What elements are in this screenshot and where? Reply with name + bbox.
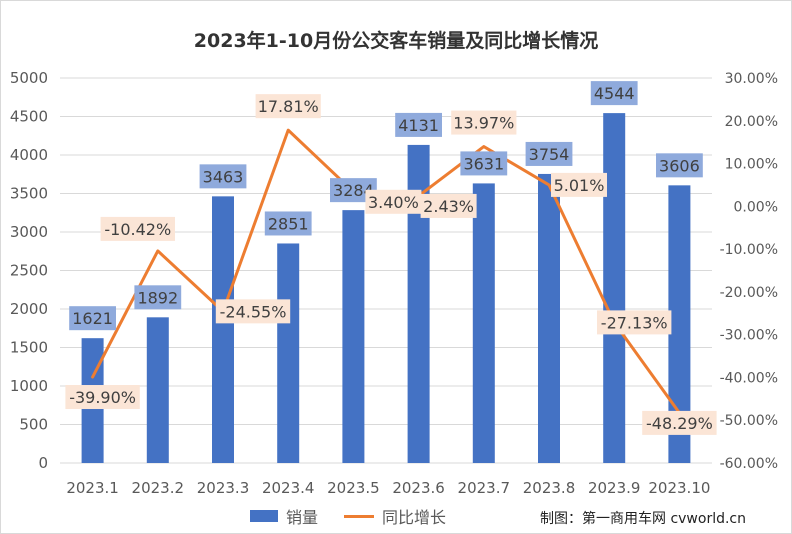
line-value-label: 17.81% bbox=[258, 97, 319, 116]
x-tick-label: 2023.9 bbox=[588, 479, 641, 497]
y-right-tick-label: -20.00% bbox=[720, 285, 778, 301]
bar-value-label: 2851 bbox=[268, 214, 309, 233]
bar bbox=[538, 173, 560, 463]
line-value-label: -39.90% bbox=[69, 388, 136, 407]
y-left-tick-label: 0 bbox=[38, 454, 48, 472]
bar bbox=[342, 210, 365, 463]
line-value-label-bg bbox=[255, 94, 321, 119]
x-tick-label: 2023.8 bbox=[523, 479, 576, 497]
bar bbox=[603, 113, 626, 463]
legend-item-bar: 销量 bbox=[250, 504, 318, 528]
bar-value-label: 3284 bbox=[333, 181, 374, 200]
y-right-tick-label: 10.00% bbox=[725, 157, 778, 173]
line-value-label: 2.43% bbox=[423, 197, 474, 216]
x-tick-label: 2023.4 bbox=[262, 479, 315, 497]
y-right-tick-label: -60.00% bbox=[720, 456, 778, 472]
y-right-tick-label: 0.00% bbox=[734, 199, 778, 215]
y-right-tick-label: -40.00% bbox=[720, 370, 778, 386]
bar bbox=[212, 196, 234, 463]
y-right-tick-label: -50.00% bbox=[720, 413, 778, 429]
y-left-tick-label: 1500 bbox=[10, 339, 48, 357]
y-right-tick-label: -30.00% bbox=[720, 328, 778, 344]
y-left-tick-label: 3500 bbox=[10, 185, 48, 203]
x-tick-label: 2023.2 bbox=[132, 479, 185, 497]
legend-line-swatch bbox=[344, 514, 375, 518]
bar-value-label-bg bbox=[69, 306, 116, 331]
bar-value-label: 4131 bbox=[398, 116, 439, 135]
line-value-label-bg bbox=[365, 189, 422, 214]
line-value-label: 3.40% bbox=[368, 193, 419, 212]
bar bbox=[407, 144, 430, 463]
x-tick-label: 2023.5 bbox=[327, 479, 380, 497]
y-left-tick-label: 500 bbox=[19, 416, 48, 434]
line-value-label: -24.55% bbox=[220, 302, 287, 321]
line-value-label-bg bbox=[642, 410, 717, 435]
y-right-tick-label: 30.00% bbox=[725, 71, 778, 87]
x-tick-label: 2023.6 bbox=[392, 479, 445, 497]
line-value-label: 5.01% bbox=[554, 176, 605, 195]
y-left-tick-label: 4500 bbox=[10, 108, 48, 126]
y-right-tick-label: -10.00% bbox=[720, 242, 778, 258]
line-value-label: -48.29% bbox=[646, 414, 713, 433]
line-value-label-bg bbox=[551, 172, 607, 197]
bar-value-label-bg bbox=[395, 112, 442, 137]
y-right-tick-label: 20.00% bbox=[725, 114, 778, 130]
legend-bar-label: 销量 bbox=[286, 508, 319, 527]
x-tick-label: 2023.1 bbox=[66, 479, 119, 497]
y-left-tick-label: 4000 bbox=[10, 146, 48, 164]
bar-value-label-bg bbox=[460, 151, 508, 176]
bar-value-label-bg bbox=[656, 153, 703, 178]
bar-value-label: 3631 bbox=[463, 154, 504, 173]
line-value-label-bg bbox=[100, 216, 175, 241]
bar-value-label: 1892 bbox=[137, 288, 178, 307]
credit-text: 制图：第一商用车网 cvworld.cn bbox=[540, 511, 747, 527]
bar bbox=[146, 317, 169, 463]
bar-value-label: 3606 bbox=[659, 156, 700, 175]
line-value-label-bg bbox=[65, 385, 140, 410]
y-left-tick-label: 5000 bbox=[10, 69, 48, 87]
legend-bar-swatch bbox=[250, 510, 278, 522]
line-value-label-bg bbox=[215, 299, 291, 324]
line-value-label: 13.97% bbox=[453, 114, 514, 133]
legend-line-label: 同比增长 bbox=[382, 508, 447, 527]
bar bbox=[668, 185, 691, 463]
bar-value-label-bg bbox=[134, 285, 182, 310]
bar-value-label: 4544 bbox=[594, 84, 635, 103]
bar-value-label: 3463 bbox=[203, 167, 244, 186]
line-value-label-bg bbox=[597, 310, 672, 335]
line-value-label: -10.42% bbox=[104, 220, 171, 239]
legend-item-line: 同比增长 bbox=[344, 504, 446, 528]
bar-value-label-bg bbox=[264, 211, 312, 236]
y-left-tick-label: 2500 bbox=[10, 262, 48, 280]
chart-title: 2023年1-10月份公交客车销量及同比增长情况 bbox=[193, 30, 599, 52]
bar-value-label: 3754 bbox=[529, 145, 570, 164]
bar-value-label: 1621 bbox=[72, 309, 113, 328]
x-tick-label: 2023.3 bbox=[197, 479, 250, 497]
line-value-label-bg bbox=[451, 110, 517, 135]
bar bbox=[277, 243, 300, 463]
y-left-tick-label: 3000 bbox=[10, 223, 48, 241]
bar bbox=[472, 183, 495, 463]
y-left-tick-label: 1000 bbox=[10, 377, 48, 395]
legend: 销量 同比增长 bbox=[250, 504, 472, 528]
x-tick-label: 2023.10 bbox=[648, 479, 710, 497]
x-tick-label: 2023.7 bbox=[458, 479, 511, 497]
growth-line bbox=[91, 128, 681, 415]
line-value-label-bg bbox=[420, 193, 477, 218]
bar-value-label-bg bbox=[199, 164, 247, 189]
y-left-tick-label: 2000 bbox=[10, 300, 48, 318]
bar-value-label-bg bbox=[590, 81, 638, 106]
line-value-label: -27.13% bbox=[601, 313, 668, 332]
bar-value-label-bg bbox=[525, 141, 573, 166]
